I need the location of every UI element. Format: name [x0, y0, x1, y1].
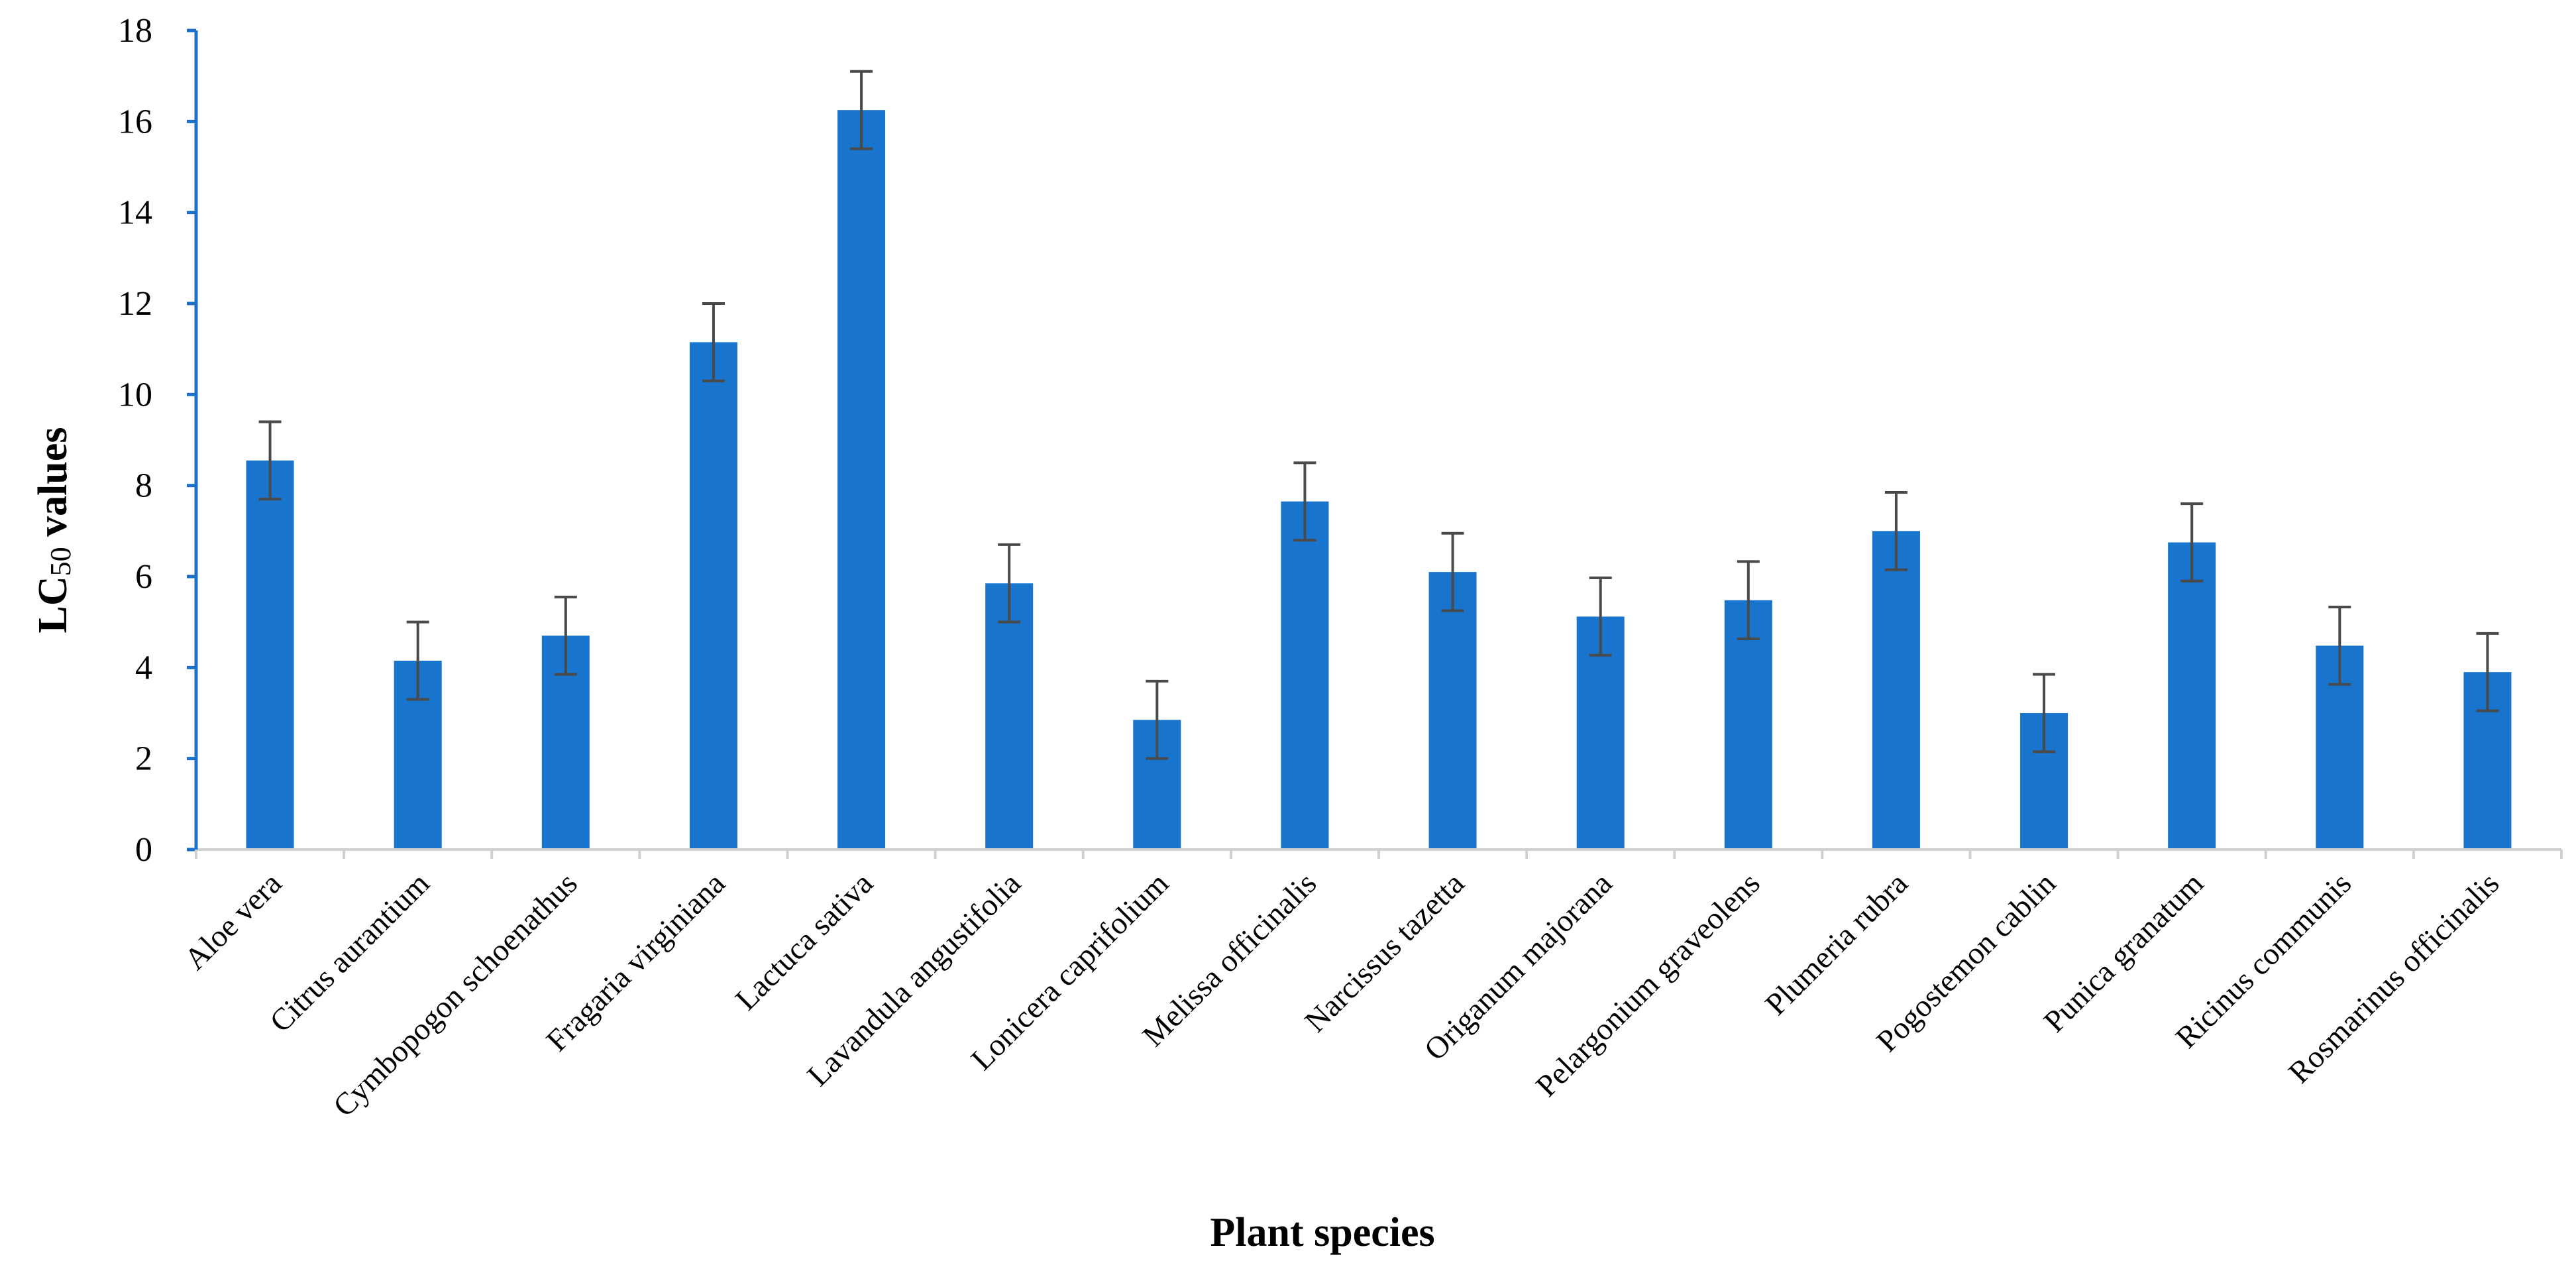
error-bars-group	[258, 70, 2499, 760]
y-tick-labels-group: 0 2 4 6 8 10 12 14 16 18	[118, 12, 152, 869]
x-tick-label: Punica granatum	[2037, 866, 2210, 1039]
x-tick-label: Aloe vera	[178, 866, 288, 977]
y-tick-label: 10	[118, 376, 152, 414]
y-tick-label: 16	[118, 103, 152, 140]
y-tick-label: 2	[135, 740, 152, 778]
y-axis-title-prefix: LC	[30, 576, 76, 633]
bar	[689, 342, 737, 850]
x-tick-label: Cymbopogon schoenathus	[327, 866, 584, 1123]
bars-group	[246, 110, 2512, 850]
x-axis-title: Plant species	[1210, 1210, 1434, 1255]
y-tick-label: 8	[135, 467, 152, 505]
bar	[1724, 600, 1772, 850]
y-tick-label: 12	[118, 285, 152, 323]
bar	[1872, 531, 1920, 850]
y-tick-label: 6	[135, 558, 152, 596]
bar	[1428, 572, 1477, 850]
y-tick-label: 4	[135, 649, 152, 687]
y-axis-title: LC50 values	[30, 427, 77, 634]
x-tick-label: Citrus aurantium	[263, 866, 436, 1039]
x-tick-label: Narcissus tazetta	[1298, 866, 1471, 1039]
bar	[985, 583, 1034, 850]
y-tick-label: 14	[118, 194, 152, 232]
bar	[2168, 542, 2216, 850]
bar	[246, 460, 294, 850]
bar	[1281, 501, 1329, 850]
axes-group	[187, 28, 2563, 859]
x-tick-label: Lactuca sativa	[729, 866, 880, 1017]
y-axis-title-subscript: 50	[44, 547, 77, 576]
y-tick-label: 18	[118, 12, 152, 50]
bar	[837, 110, 886, 850]
y-tick-label: 0	[135, 831, 152, 869]
y-axis-title-suffix: values	[30, 427, 76, 547]
x-tick-label: Plumeria rubra	[1759, 866, 1915, 1022]
